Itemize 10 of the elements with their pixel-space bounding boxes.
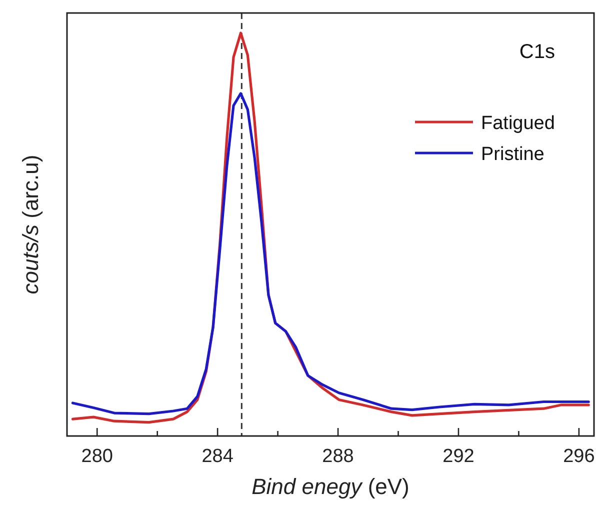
x-axis-title: Bind enegy (eV) [252, 474, 410, 499]
x-tick-label: 284 [202, 446, 234, 467]
annotation: C1s [519, 41, 555, 63]
legend-label: Pristine [481, 144, 544, 165]
legend-label: Fatigued [481, 113, 555, 134]
x-tick-label: 296 [563, 446, 595, 467]
x-tick-label: 280 [81, 446, 113, 467]
x-tick-label: 288 [322, 446, 354, 467]
x-tick-label: 292 [442, 446, 474, 467]
y-axis-title: couts/s (arc.u) [18, 154, 43, 294]
